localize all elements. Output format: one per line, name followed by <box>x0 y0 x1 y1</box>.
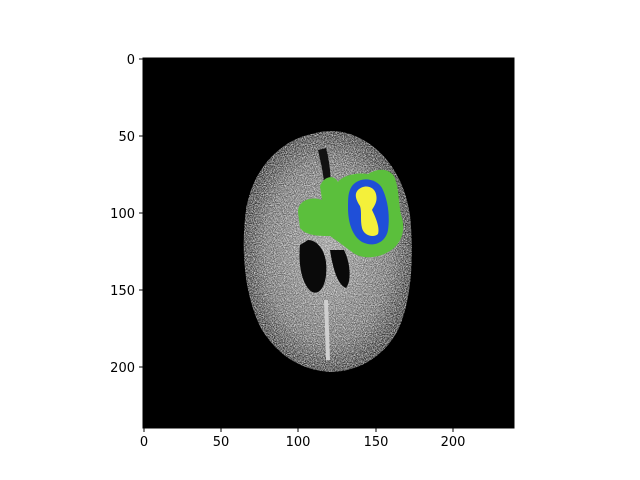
y-tick-label: 50 <box>118 130 135 145</box>
x-tick-label: 100 <box>286 435 311 450</box>
y-tick-label: 150 <box>110 284 135 299</box>
x-tick-label: 150 <box>364 435 389 450</box>
y-tick-label: 100 <box>110 207 135 222</box>
y-tick-label: 0 <box>127 53 135 68</box>
segmentation-overlay <box>298 169 404 258</box>
x-tick-label: 50 <box>213 435 230 450</box>
y-axis: 0 50 100 150 200 <box>110 53 143 376</box>
x-tick-label: 200 <box>441 435 466 450</box>
core-region <box>355 186 379 236</box>
x-axis: 0 50 100 150 200 <box>140 428 466 450</box>
y-tick-label: 200 <box>110 361 135 376</box>
axes-frame <box>142 57 515 429</box>
x-tick-label: 0 <box>140 435 148 450</box>
